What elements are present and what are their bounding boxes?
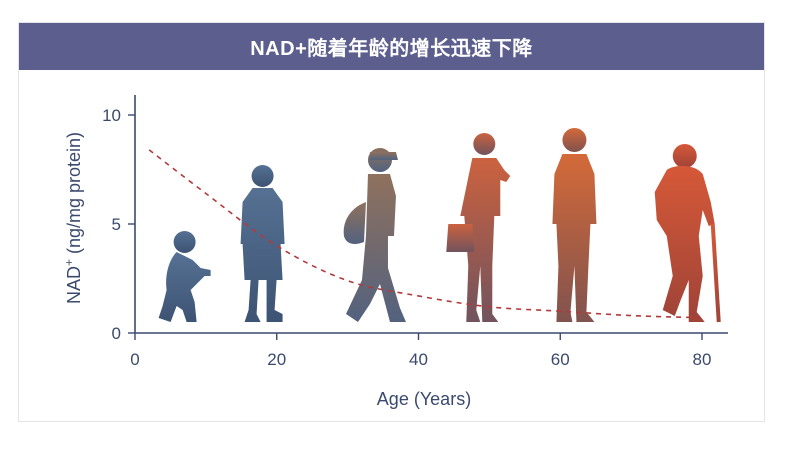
figure-mature-silhouette bbox=[552, 128, 597, 322]
figure-child-silhouette bbox=[240, 165, 285, 322]
figure-adult-silhouette bbox=[446, 133, 511, 322]
x-tick-label: 80 bbox=[693, 350, 712, 369]
figure-elder-silhouette bbox=[654, 144, 721, 322]
x-tick-label: 0 bbox=[130, 350, 139, 369]
chart-card: NAD+随着年龄的增长迅速下降 bbox=[18, 22, 765, 422]
figure-teen-silhouette bbox=[343, 148, 406, 322]
x-tick-label: 40 bbox=[409, 350, 428, 369]
y-tick-label: 10 bbox=[102, 106, 121, 125]
figure-baby-silhouette bbox=[158, 231, 211, 322]
y-tick-label: 0 bbox=[112, 324, 121, 343]
x-axis-label: Age (Years) bbox=[377, 389, 471, 409]
x-tick-label: 20 bbox=[267, 350, 286, 369]
y-axis-label: NAD+ (ng/mg protein) bbox=[62, 132, 84, 304]
x-tick-label: 60 bbox=[551, 350, 570, 369]
y-tick-label: 5 bbox=[112, 215, 121, 234]
chart-title: NAD+随着年龄的增长迅速下降 bbox=[19, 23, 764, 70]
nad-decay-curve bbox=[148, 149, 703, 319]
